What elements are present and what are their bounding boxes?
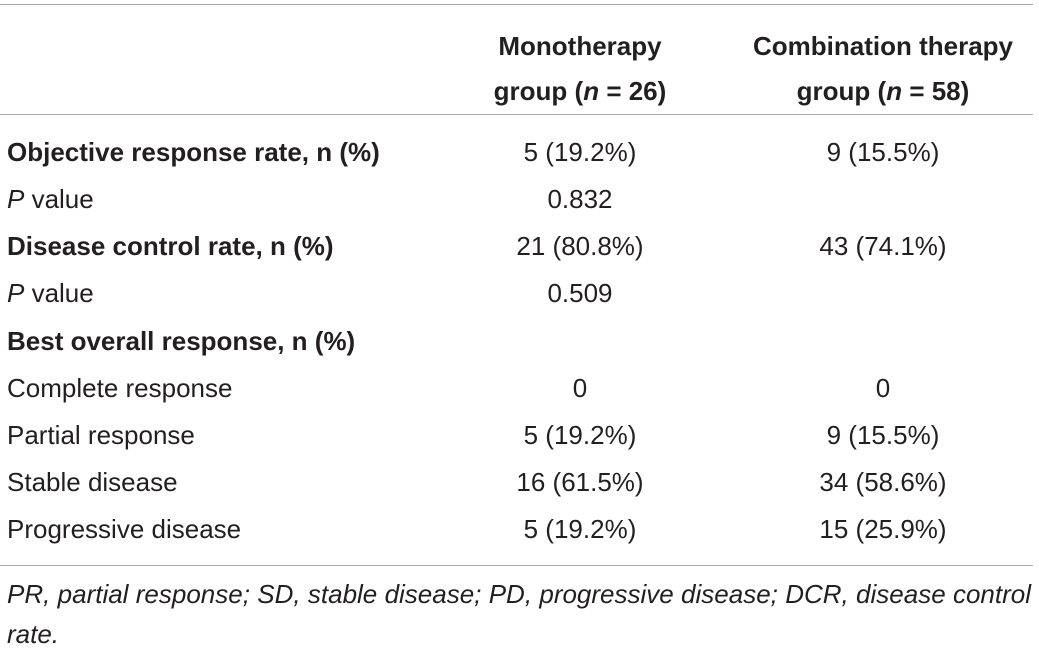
row-label: Partial response <box>7 420 195 450</box>
cell-monotherapy: 0.509 <box>547 278 613 308</box>
table-row: Complete response 0 0 <box>0 365 1033 412</box>
table-top-rule <box>0 4 1033 5</box>
row-label: Stable disease <box>7 467 178 497</box>
header-line: Combination therapy <box>752 31 1013 61</box>
cell-combination: 15 (25.9%) <box>819 514 947 544</box>
row-label: Complete response <box>7 373 233 403</box>
table-bottom-rule <box>0 565 1033 566</box>
table-row: P value 0.832 <box>0 176 1033 223</box>
row-label: Disease control rate, n (%) <box>7 231 334 261</box>
cell-monotherapy: 5 (19.2%) <box>523 137 637 167</box>
header-line: group (n = 26) <box>493 76 667 106</box>
table-row: Progressive disease 5 (19.2%) 15 (25.9%) <box>0 506 1033 553</box>
table-footnote: PR, partial response; SD, stable disease… <box>7 579 1031 649</box>
table-row: Disease control rate, n (%) 21 (80.8%) 4… <box>0 223 1033 270</box>
table-row: P value 0.509 <box>0 270 1033 317</box>
header-bottom-rule <box>0 114 1033 115</box>
cell-combination: 0 <box>875 373 891 403</box>
table-row: Partial response 5 (19.2%) 9 (15.5%) <box>0 412 1033 459</box>
cell-combination: 9 (15.5%) <box>826 420 940 450</box>
table-row: Objective response rate, n (%) 5 (19.2%)… <box>0 129 1033 176</box>
cell-monotherapy: 5 (19.2%) <box>523 420 637 450</box>
table-row: Best overall response, n (%) <box>0 318 1033 365</box>
cell-monotherapy: 21 (80.8%) <box>516 231 644 261</box>
cell-monotherapy: 0.832 <box>547 184 613 214</box>
cell-combination: 43 (74.1%) <box>819 231 947 261</box>
table-row: Stable disease 16 (61.5%) 34 (58.6%) <box>0 459 1033 506</box>
cell-combination: 34 (58.6%) <box>819 467 947 497</box>
header-line: Monotherapy <box>498 31 662 61</box>
cell-monotherapy: 5 (19.2%) <box>523 514 637 544</box>
column-header-combination: Combination therapy group (n = 58) <box>733 24 1033 114</box>
row-label: P value <box>7 278 94 308</box>
row-label: Best overall response, n (%) <box>7 326 356 356</box>
header-line: group (n = 58) <box>796 76 970 106</box>
cell-combination: 9 (15.5%) <box>826 137 940 167</box>
cell-monotherapy: 0 <box>572 373 588 403</box>
row-label: Progressive disease <box>7 514 242 544</box>
cell-monotherapy: 16 (61.5%) <box>516 467 644 497</box>
column-header-monotherapy: Monotherapy group (n = 26) <box>480 24 680 114</box>
row-label: Objective response rate, n (%) <box>7 137 380 167</box>
row-label: P value <box>7 184 94 214</box>
